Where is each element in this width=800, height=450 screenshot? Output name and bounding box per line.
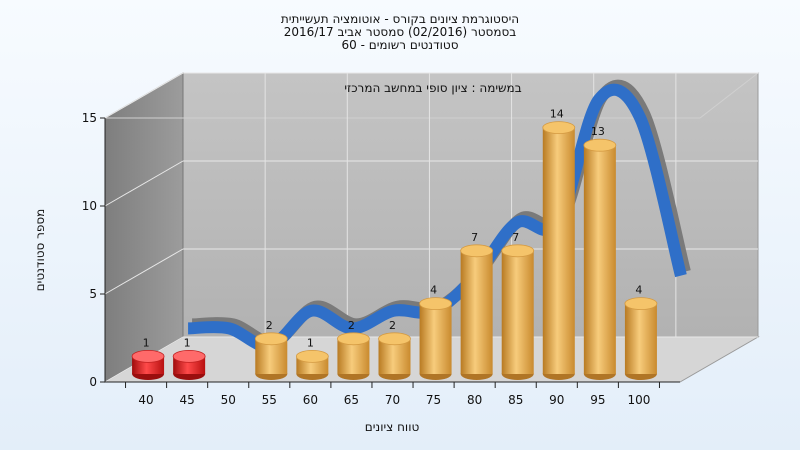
y-ticks: 0 5 10 15 [82,111,105,389]
x-tick-label: 55 [262,393,277,407]
bar-65: 2 [337,319,370,380]
x-ticks: 40 45 50 55 60 65 70 75 80 85 90 95 100 [125,382,660,407]
bar-100: 4 [624,284,658,380]
bar-value-label: 1 [184,336,191,349]
gridline-side [104,72,184,119]
bar-top [624,297,658,311]
x-tick-label: 40 [138,393,153,407]
bar-value-label: 7 [512,231,519,244]
x-tick-label: 65 [344,393,359,407]
bar-top [460,244,494,258]
x-tick-label: 85 [508,393,523,407]
x-tick-label: 75 [426,393,441,407]
bar-value-label: 14 [550,108,564,121]
bar-90: 14 [542,108,576,380]
bar-body [583,145,616,374]
bar-body [624,303,657,374]
x-tick-label: 60 [303,393,318,407]
bar-value-label: 7 [471,231,478,244]
chart-annotation: במשימה : ציון סופי במחשב המרכזי [344,81,521,95]
bar-60: 1 [295,336,329,380]
bar-top [131,349,165,363]
x-tick-label: 90 [549,393,564,407]
bar-70: 2 [378,319,411,380]
bar-body [501,250,534,374]
bar-top [378,332,411,346]
chart-title-line-2: בסמסטר (02/2016) סמסטר אביב 2016/17 [283,25,517,39]
bar-55: 2 [254,319,288,380]
bar-top [337,332,370,346]
chart-title-line-1: היסטוגרמת ציונים בקורס - אוטומציה תעשיית… [280,12,520,26]
y-tick-label: 0 [89,375,97,389]
bar-45: 1 [172,336,206,380]
bar-value-label: 2 [389,319,396,332]
x-tick-label: 50 [221,393,236,407]
bar-body [542,127,575,374]
bars: 1 1 2 1 2 2 4 7 7 14 13 4 [131,108,658,380]
bar-value-label: 4 [635,284,642,297]
bar-top [542,121,576,134]
gridline-side [104,248,184,295]
x-tick-label: 45 [180,393,195,407]
x-tick-label: 100 [627,393,650,407]
bar-value-label: 4 [430,284,437,297]
x-tick-label: 80 [467,393,482,407]
x-axis-label: טווח ציונים [365,420,420,434]
right-edge [758,73,790,337]
bar-85: 7 [501,231,535,380]
bar-body [460,250,493,374]
x-tick-label: 95 [590,393,605,407]
bar-value-label: 2 [266,319,273,332]
y-tick-label: 10 [82,199,97,213]
bar-value-label: 2 [348,319,355,332]
bar-95: 13 [583,125,617,380]
bar-value-label: 1 [307,336,314,349]
bar-top [419,297,452,311]
chart-title-line-3: סטודנטים רשומים - 60 [341,38,459,52]
bar-80: 7 [460,231,494,380]
bar-top [501,244,535,258]
bar-value-label: 1 [143,336,150,349]
y-axis-label: מספר סטודנטים [33,209,47,292]
bar-top [172,349,206,363]
x-tick-label: 70 [385,393,400,407]
bar-value-label: 13 [591,125,605,138]
bar-body [419,303,452,374]
bar-top [254,332,288,346]
bar-75: 4 [419,284,452,380]
bar-top [295,349,329,363]
bar-40: 1 [131,336,165,380]
gridline-side [104,160,184,207]
y-tick-label: 5 [89,287,97,301]
y-tick-label: 15 [82,111,97,125]
bar-top [583,138,617,152]
